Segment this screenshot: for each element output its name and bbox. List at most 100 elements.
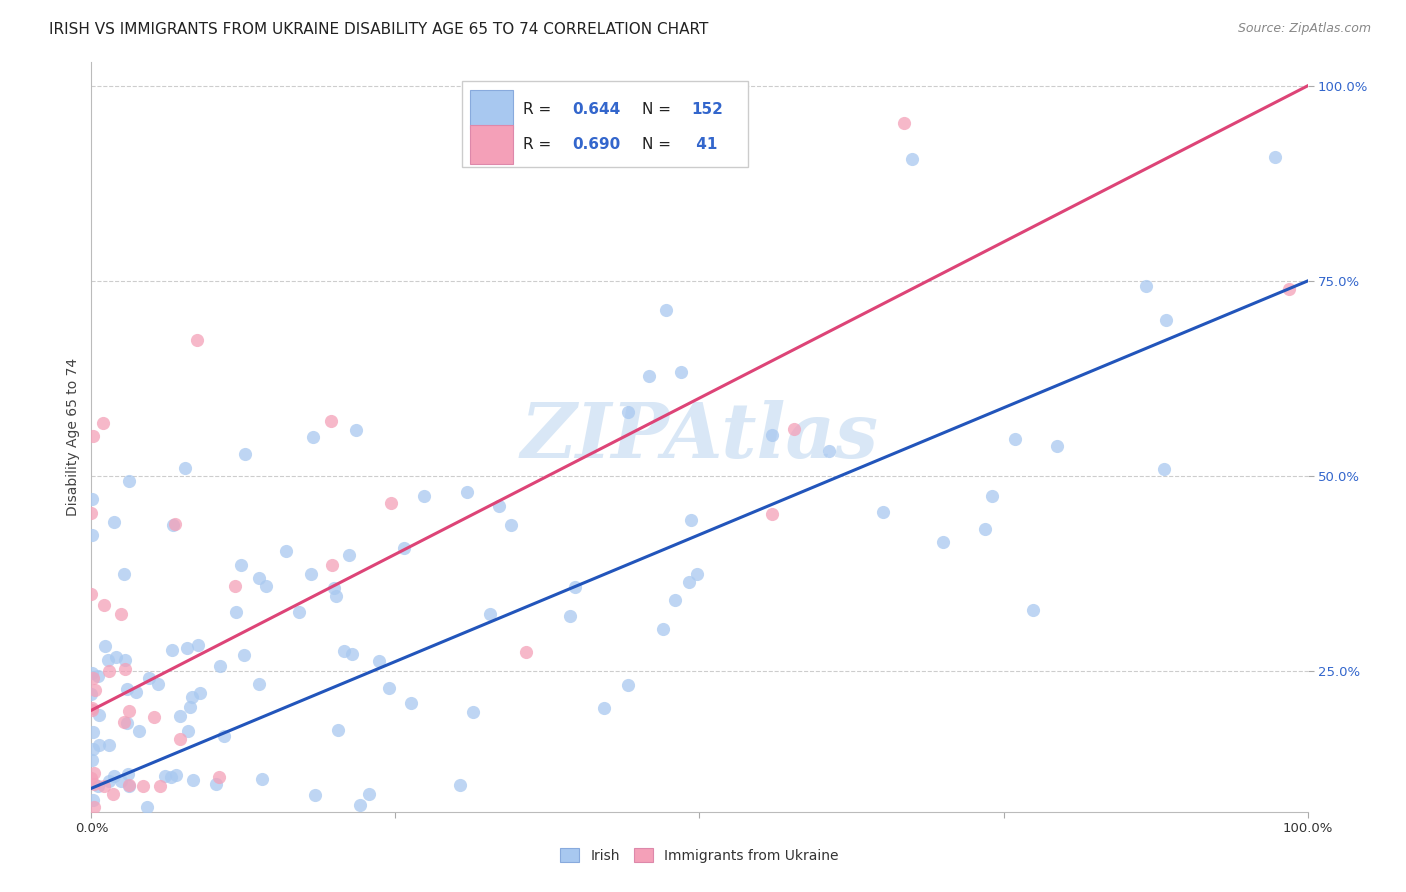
Point	[98, 738, 121, 752]
Text: R =: R =	[523, 103, 557, 117]
Point	[80, 587, 103, 601]
Point	[413, 489, 436, 503]
Point	[82, 742, 104, 756]
Point	[232, 648, 254, 662]
Point	[209, 659, 232, 673]
Point	[114, 821, 136, 835]
Point	[974, 522, 997, 536]
Point	[368, 654, 391, 668]
Point	[115, 715, 138, 730]
Point	[97, 664, 120, 678]
Point	[97, 821, 120, 835]
Point	[143, 710, 166, 724]
Point	[160, 770, 183, 784]
Point	[94, 640, 117, 654]
Point	[87, 821, 110, 835]
Point	[177, 724, 200, 739]
Point	[488, 499, 510, 513]
Point	[100, 821, 122, 835]
Point	[617, 678, 640, 692]
Point	[107, 821, 129, 835]
Point	[83, 682, 105, 697]
Point	[449, 779, 471, 793]
Point	[114, 662, 136, 676]
Point	[104, 821, 127, 835]
FancyBboxPatch shape	[463, 81, 748, 168]
Point	[465, 816, 488, 830]
Point	[337, 549, 360, 563]
Point	[461, 705, 484, 719]
Point	[344, 423, 367, 437]
Point	[150, 821, 173, 835]
Point	[231, 558, 253, 572]
Point	[110, 607, 132, 621]
Point	[288, 605, 311, 619]
Point	[782, 422, 804, 436]
Point	[872, 505, 894, 519]
Point	[160, 643, 183, 657]
Point	[139, 821, 162, 835]
Point	[135, 800, 157, 814]
Point	[162, 821, 184, 835]
Point	[80, 821, 103, 835]
Point	[80, 771, 103, 785]
Point	[499, 517, 522, 532]
Point	[299, 567, 322, 582]
Point	[333, 643, 356, 657]
Point	[1278, 282, 1301, 296]
Point	[103, 515, 125, 529]
Point	[247, 570, 270, 584]
Point	[1046, 439, 1069, 453]
Point	[93, 598, 115, 612]
Point	[83, 821, 105, 835]
Point	[219, 821, 242, 835]
Point	[80, 666, 103, 681]
Point	[224, 579, 246, 593]
Point	[117, 766, 139, 780]
Point	[394, 541, 416, 556]
Point	[1153, 462, 1175, 476]
Point	[112, 566, 135, 581]
Text: 41: 41	[690, 137, 717, 153]
Point	[188, 686, 211, 700]
Point	[80, 700, 103, 714]
Point	[761, 428, 783, 442]
Point	[1021, 602, 1043, 616]
Point	[90, 821, 112, 835]
Point	[160, 821, 183, 835]
Point	[186, 334, 208, 348]
Point	[349, 798, 371, 813]
Point	[115, 821, 138, 835]
Point	[592, 701, 614, 715]
Point	[96, 821, 118, 835]
Point	[110, 774, 132, 789]
Point	[980, 489, 1002, 503]
Point	[637, 368, 659, 383]
Point	[114, 715, 136, 730]
Point	[138, 672, 160, 686]
Text: N =: N =	[643, 103, 676, 117]
Point	[86, 779, 108, 793]
Point	[686, 566, 709, 581]
Legend: Irish, Immigrants from Ukraine: Irish, Immigrants from Ukraine	[554, 843, 845, 869]
Point	[80, 703, 103, 717]
Point	[1135, 279, 1157, 293]
Point	[132, 780, 155, 794]
Point	[212, 729, 235, 743]
Point	[228, 821, 250, 835]
Point	[83, 766, 105, 780]
Text: 0.690: 0.690	[572, 137, 620, 153]
Point	[118, 705, 141, 719]
Point	[84, 821, 107, 835]
Point	[340, 647, 363, 661]
Point	[229, 821, 252, 835]
FancyBboxPatch shape	[470, 90, 513, 129]
Point	[169, 731, 191, 746]
Point	[83, 821, 105, 835]
Point	[162, 517, 184, 532]
Point	[176, 640, 198, 655]
Point	[87, 669, 110, 683]
Point	[325, 589, 347, 603]
Point	[932, 534, 955, 549]
Point	[148, 821, 170, 835]
